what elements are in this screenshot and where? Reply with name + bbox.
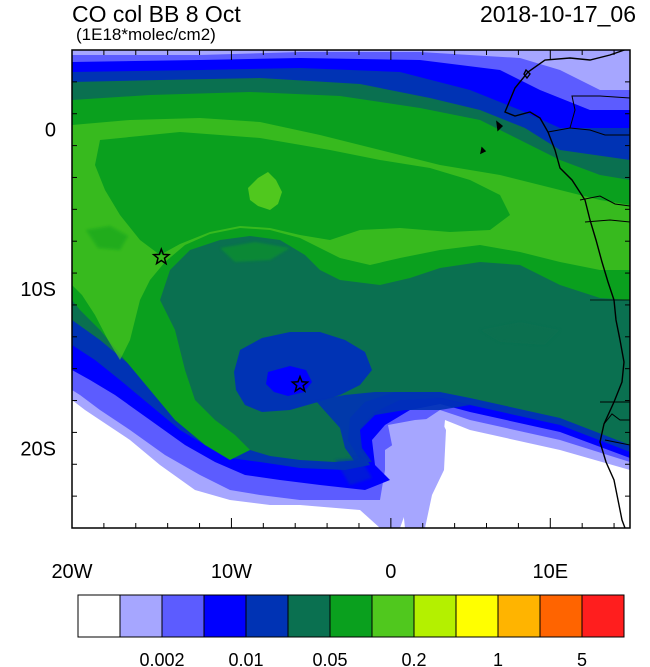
colorbar-label: 0.002 [139, 650, 184, 667]
colorbar-swatch [329, 594, 373, 638]
y-tick-label: 20S [20, 438, 56, 460]
co-column-field [72, 50, 630, 528]
colorbar-label: 0.01 [228, 650, 263, 667]
x-tick-label: 10W [211, 561, 252, 583]
colorbar-swatch [455, 594, 499, 638]
colorbar-swatch [581, 594, 625, 638]
colorbar-swatch [413, 594, 457, 638]
colorbar-swatch [245, 594, 289, 638]
colorbar [77, 594, 625, 638]
colorbar-swatch [371, 594, 415, 638]
colorbar-swatch [203, 594, 247, 638]
colorbar-labels: 0.002 0.01 0.05 0.2 1 5 [139, 650, 587, 667]
colorbar-swatch [119, 594, 163, 638]
station-star-marker [151, 246, 171, 266]
colorbar-swatch [287, 594, 331, 638]
colorbar-swatch [539, 594, 583, 638]
map-frame [71, 49, 631, 529]
colorbar-swatch [77, 594, 121, 638]
colorbar-label: 5 [577, 650, 587, 667]
y-tick-label: 0 [45, 120, 56, 142]
plot-timestamp: 2018-10-17_06 [479, 1, 636, 27]
x-tick-label: 0 [385, 561, 396, 583]
colorbar-label: 0.05 [312, 650, 347, 667]
axis-labels: 20W 10W 0 10E 0 10S 20S [20, 120, 568, 583]
colorbar-label: 1 [493, 650, 503, 667]
plot-units: (1E18*molec/cm2) [76, 25, 216, 44]
plot-title: CO col BB 8 Oct [72, 1, 241, 27]
colorbar-swatch [161, 594, 205, 638]
coastline [480, 50, 630, 528]
x-tick-label: 10E [532, 561, 568, 583]
colorbar-label: 0.2 [401, 650, 426, 667]
x-tick-label: 20W [51, 561, 92, 583]
marker-layer [151, 246, 310, 393]
y-tick-label: 10S [20, 279, 56, 301]
colorbar-swatch [497, 594, 541, 638]
station-star-marker [290, 374, 310, 393]
axis-ticks [71, 49, 630, 529]
